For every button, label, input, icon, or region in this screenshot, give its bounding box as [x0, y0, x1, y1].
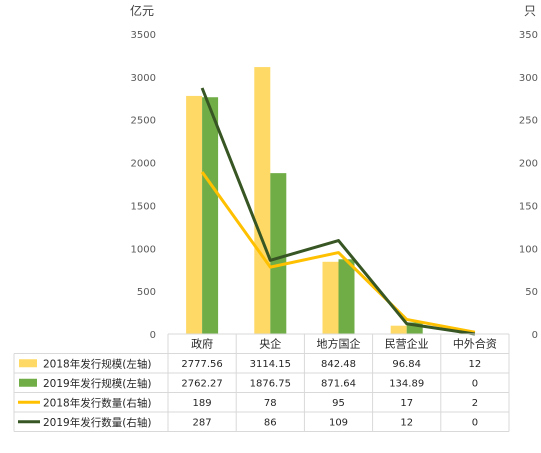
left-axis-tick-label: 1500 — [131, 201, 156, 212]
legend-label-3: 2018年发行数量(右轴) — [43, 396, 151, 409]
data-label: 0 — [472, 378, 478, 389]
data-label: 287 — [193, 417, 212, 428]
data-label: 12 — [400, 417, 413, 428]
bar-1 — [322, 261, 339, 334]
data-label: 95 — [332, 398, 345, 409]
left-axis-tick-label: 3000 — [131, 73, 156, 84]
data-label: 2 — [472, 398, 478, 409]
right-axis-tick-label: 50 — [525, 287, 538, 298]
data-label: 86 — [264, 417, 277, 428]
data-label: 96.84 — [392, 359, 421, 370]
left-axis-tick-label: 500 — [137, 287, 156, 298]
category-label: 央企 — [259, 337, 281, 351]
bar-1 — [254, 67, 271, 334]
legend-label-1: 2018年发行规模(左轴) — [43, 357, 151, 370]
category-label: 政府 — [191, 337, 213, 351]
data-label: 1876.75 — [250, 378, 291, 389]
data-label: 2777.56 — [181, 359, 222, 370]
left-axis-tick-label: 2500 — [131, 116, 156, 127]
data-label: 871.64 — [321, 378, 356, 389]
left-axis-tick-label: 0 — [150, 330, 156, 341]
data-label: 842.48 — [321, 359, 356, 370]
category-label: 中外合资 — [453, 337, 497, 351]
right-axis-unit: 只 — [524, 4, 537, 18]
right-axis-tick-label: 150 — [519, 201, 538, 212]
right-axis-tick-label: 200 — [519, 159, 538, 170]
line-series-2 — [200, 87, 476, 336]
left-axis-tick-label: 2000 — [131, 159, 156, 170]
data-label: 78 — [264, 398, 277, 409]
left-axis-tick-label: 1000 — [131, 244, 156, 255]
data-label: 134.89 — [389, 378, 424, 389]
line-series-1 — [200, 171, 476, 334]
legend-swatch-2 — [19, 378, 37, 387]
bar-2 — [338, 259, 355, 334]
data-label: 3114.15 — [250, 359, 291, 370]
legend-label-2: 2019年发行规模(左轴) — [43, 377, 151, 390]
bar-1 — [186, 95, 203, 334]
left-axis-tick-label: 3500 — [131, 30, 156, 41]
data-label: 189 — [193, 398, 212, 409]
right-axis-tick-label: 0 — [532, 330, 538, 341]
legend-swatch-1 — [19, 359, 37, 368]
data-label: 2762.27 — [181, 378, 222, 389]
data-label: 12 — [469, 359, 482, 370]
right-axis-tick-label: 100 — [519, 244, 538, 255]
legend-label-4: 2019年发行数量(右轴) — [43, 416, 151, 429]
data-label: 0 — [472, 417, 478, 428]
bar-2 — [270, 173, 287, 334]
data-label: 17 — [400, 398, 413, 409]
right-axis-tick-label: 300 — [519, 73, 538, 84]
left-axis-unit: 亿元 — [130, 4, 155, 18]
bar-2 — [406, 322, 423, 334]
category-label: 民营企业 — [385, 337, 429, 351]
right-axis-tick-label: 250 — [519, 116, 538, 127]
bar-1 — [390, 325, 407, 334]
category-label: 地方国企 — [317, 337, 361, 351]
right-axis-tick-label: 350 — [519, 30, 538, 41]
data-label: 109 — [329, 417, 348, 428]
bar-2 — [202, 97, 219, 334]
